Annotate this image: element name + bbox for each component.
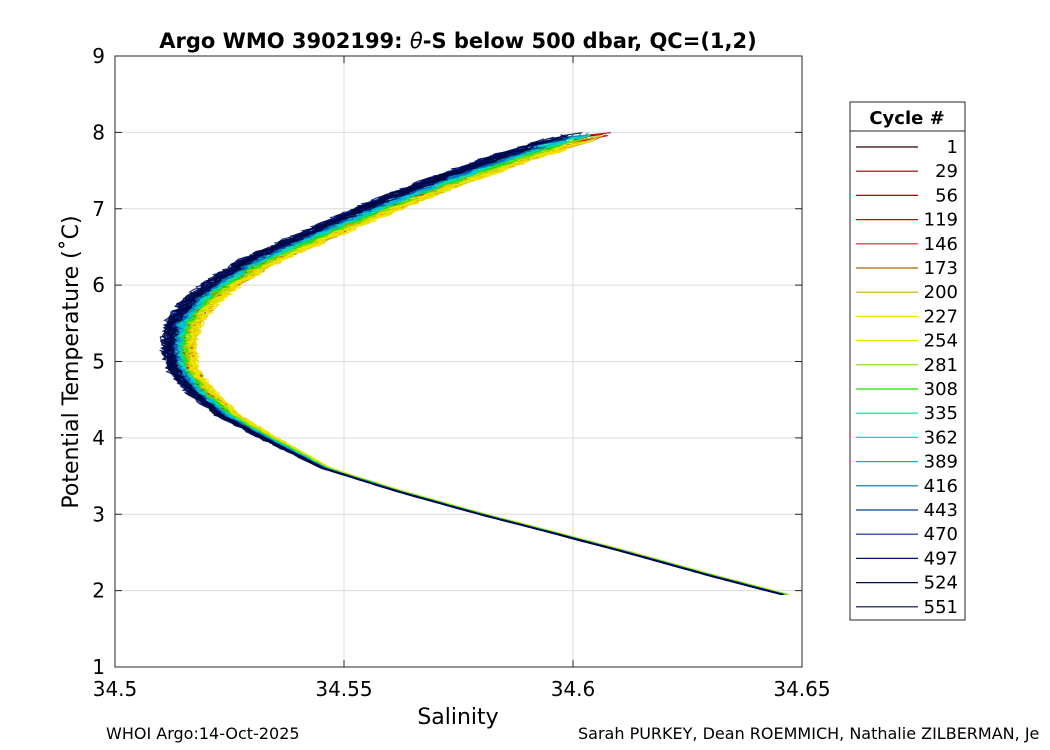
chart-title-prefix: Argo WMO 3902199:: [159, 29, 410, 53]
legend-label-56: 56: [935, 185, 958, 206]
legend-label-119: 119: [924, 210, 958, 231]
grid-lines: [115, 56, 802, 667]
y-tick-label: 4: [92, 426, 105, 450]
footer-authors: Sarah PURKEY, Dean ROEMMICH, Nathalie ZI…: [578, 724, 1040, 743]
y-tick-label: 8: [92, 120, 105, 144]
legend-label-308: 308: [924, 379, 958, 400]
legend-label-470: 470: [924, 524, 958, 545]
legend-label-551: 551: [924, 597, 958, 618]
legend-label-335: 335: [924, 403, 958, 424]
legend-label-443: 443: [924, 500, 958, 521]
x-tick-label: 34.5: [93, 677, 138, 701]
legend-label-173: 173: [924, 258, 958, 279]
legend-label-389: 389: [924, 452, 958, 473]
x-tick-label: 34.55: [315, 677, 372, 701]
legend-label-362: 362: [924, 427, 958, 448]
y-tick-label: 3: [92, 502, 105, 526]
legend-label-416: 416: [924, 476, 958, 497]
legend-title: Cycle #: [869, 108, 944, 129]
legend-label-200: 200: [924, 282, 958, 303]
series-line-551: [162, 141, 781, 595]
legend-items: 1 29 56 119 146 173 200 227 254 281 308 335 362 389 41…: [856, 137, 958, 618]
legend-label-146: 146: [924, 234, 958, 255]
y-tick-label: 7: [92, 197, 105, 221]
x-axis-label: Salinity: [417, 705, 498, 730]
legend-label-227: 227: [924, 306, 958, 327]
y-tick-label: 2: [92, 579, 105, 603]
chart-title: Argo WMO 3902199: θ-S below 500 dbar, QC…: [159, 29, 756, 53]
y-tick-label: 6: [92, 273, 105, 297]
chart-title-theta: θ: [410, 29, 423, 53]
legend: Cycle # 1 29 56 119 146 173 200 227 254 281 308 335…: [849, 101, 966, 621]
series-lines: [158, 132, 790, 595]
legend-label-1: 1: [947, 137, 958, 158]
x-tick-label: 34.6: [551, 677, 596, 701]
legend-label-254: 254: [924, 331, 958, 352]
legend-label-29: 29: [935, 161, 958, 182]
x-tick-label: 34.65: [773, 677, 830, 701]
legend-label-281: 281: [924, 355, 958, 376]
y-tick-labels: 1 2 3 4 5 6 7 8 9: [92, 44, 105, 679]
chart-title-suffix: -S below 500 dbar, QC=(1,2): [423, 29, 757, 53]
legend-label-497: 497: [924, 548, 958, 569]
y-tick-label: 9: [92, 44, 105, 68]
y-tick-label: 5: [92, 350, 105, 374]
y-axis-label: Potential Temperature (˚C): [59, 215, 84, 508]
footer-credit-date: WHOI Argo:14-Oct-2025: [106, 724, 300, 743]
legend-label-524: 524: [924, 573, 958, 594]
x-tick-labels: 34.5 34.55 34.6 34.65: [93, 677, 831, 701]
axis-ticks: [114, 55, 803, 668]
y-tick-label: 1: [92, 655, 105, 679]
